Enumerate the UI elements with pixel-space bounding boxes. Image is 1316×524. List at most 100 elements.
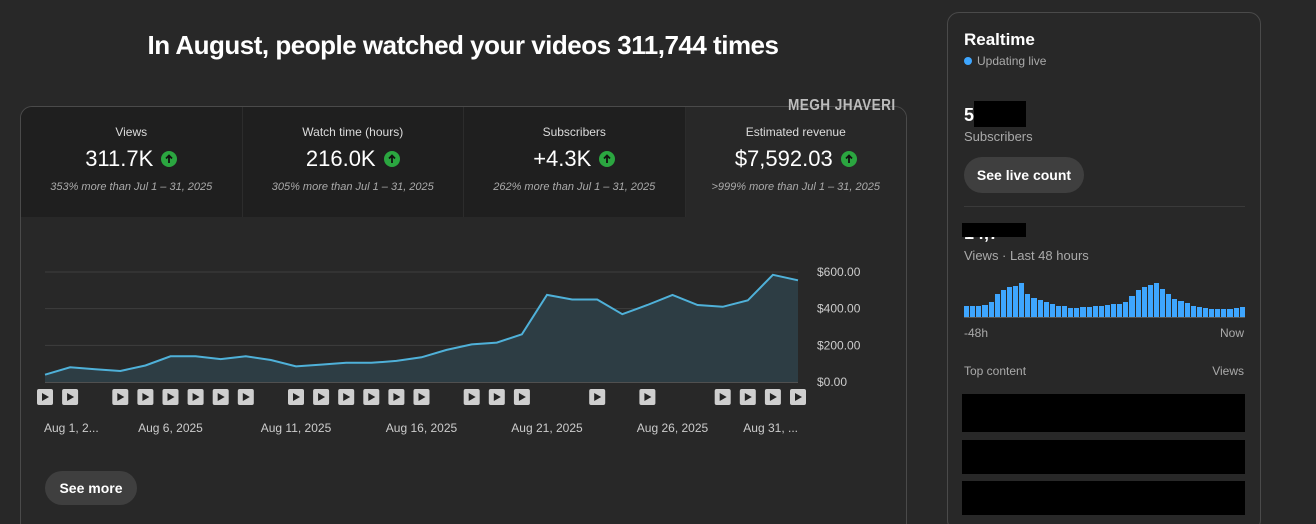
video-marker-icon[interactable] xyxy=(112,389,129,405)
top-content-views-label: Views xyxy=(1212,364,1244,378)
realtime-bar xyxy=(1160,288,1166,317)
metric-comparison: 262% more than Jul 1 – 31, 2025 xyxy=(493,181,656,193)
realtime-panel: Realtime Updating live 5 Subscribers See… xyxy=(947,12,1261,524)
realtime-bar xyxy=(970,305,976,317)
realtime-bar xyxy=(1123,301,1129,317)
live-status-text: Updating live xyxy=(977,54,1047,68)
realtime-bar xyxy=(1062,306,1068,317)
video-marker-icon[interactable] xyxy=(313,389,330,405)
trend-up-icon xyxy=(161,151,178,167)
realtime-bar xyxy=(1104,304,1110,317)
metric-value-row: +4.3K xyxy=(464,146,685,172)
metric-label: Views xyxy=(115,125,148,139)
realtime-bar xyxy=(994,294,1000,317)
video-marker-icon[interactable] xyxy=(589,389,606,405)
video-marker-icon[interactable] xyxy=(187,389,204,405)
metric-value: 311.7K xyxy=(85,146,154,171)
video-marker-icon[interactable] xyxy=(162,389,179,405)
metric-tab-watch-time[interactable]: Watch time (hours) 216.0K 305% more than… xyxy=(241,107,464,217)
page-headline: In August, people watched your videos 31… xyxy=(147,30,779,60)
x-tick-label: Aug 31, ... xyxy=(743,421,798,435)
video-marker-icon[interactable] xyxy=(237,389,254,405)
realtime-bar xyxy=(1000,289,1006,317)
realtime-bar xyxy=(976,305,982,317)
realtime-bar xyxy=(1129,296,1135,317)
realtime-bar xyxy=(1019,282,1025,317)
realtime-bar xyxy=(1025,294,1031,317)
realtime-bar xyxy=(1209,308,1215,317)
realtime-bar xyxy=(1013,285,1019,317)
video-marker-icon[interactable] xyxy=(463,389,480,405)
video-marker-icon[interactable] xyxy=(739,389,756,405)
realtime-bar xyxy=(1006,287,1012,317)
realtime-bar xyxy=(1117,303,1123,317)
realtime-bar xyxy=(1135,290,1141,317)
video-marker-icon[interactable] xyxy=(37,389,53,405)
y-tick-label: $0.00 xyxy=(817,375,847,389)
realtime-bar xyxy=(1031,298,1037,317)
top-content-label: Top content xyxy=(964,364,1027,378)
realtime-bar xyxy=(1074,307,1080,317)
metric-tab-views[interactable]: Views 311.7K 353% more than Jul 1 – 31, … xyxy=(21,107,242,217)
realtime-bar xyxy=(1202,307,1208,317)
video-marker-icon[interactable] xyxy=(413,389,430,405)
metric-value-row: 311.7K xyxy=(21,146,242,172)
y-tick-label: $200.00 xyxy=(817,338,861,352)
realtime-bar xyxy=(1196,307,1202,317)
metric-value: 216.0K xyxy=(305,146,376,171)
trend-up-icon xyxy=(840,151,857,167)
metric-tab-subscribers[interactable]: Subscribers +4.3K 262% more than Jul 1 –… xyxy=(463,107,685,217)
series-line xyxy=(44,273,799,376)
realtime-bar xyxy=(1111,303,1117,317)
y-tick-label: $600.00 xyxy=(817,265,861,279)
realtime-bar xyxy=(1049,303,1055,317)
overview-card: Views 311.7K 353% more than Jul 1 – 31, … xyxy=(20,106,907,524)
realtime-bar xyxy=(1086,307,1092,317)
metric-label: Subscribers xyxy=(542,125,606,139)
video-marker-icon[interactable] xyxy=(790,389,806,405)
axis-end-label: Now xyxy=(1219,326,1244,340)
realtime-bar xyxy=(1092,306,1098,317)
realtime-bar xyxy=(1068,307,1074,317)
redacted-content-row[interactable] xyxy=(962,394,1245,432)
realtime-bar xyxy=(1153,282,1159,317)
see-live-count-button[interactable]: See live count xyxy=(964,157,1084,193)
realtime-bar xyxy=(1141,286,1147,317)
x-tick-label: Aug 6, 2025 xyxy=(138,421,203,435)
video-marker-icon[interactable] xyxy=(137,389,154,405)
divider xyxy=(964,206,1245,207)
video-marker-icon[interactable] xyxy=(764,389,781,405)
video-marker-icon[interactable] xyxy=(639,389,656,405)
realtime-bar xyxy=(1147,284,1153,317)
metric-comparison: 353% more than Jul 1 – 31, 2025 xyxy=(50,181,213,193)
realtime-bar xyxy=(1178,301,1184,317)
video-marker-icon[interactable] xyxy=(62,389,79,405)
video-marker-icon[interactable] xyxy=(363,389,380,405)
redacted-content-row[interactable] xyxy=(962,481,1245,515)
live-status: Updating live xyxy=(964,54,1046,68)
see-more-button[interactable]: See more xyxy=(45,471,137,505)
x-tick-label: Aug 16, 2025 xyxy=(386,421,458,435)
axis-line xyxy=(964,317,1245,318)
video-marker-icon[interactable] xyxy=(388,389,405,405)
x-tick-label: Aug 1, 2... xyxy=(44,421,99,435)
video-marker-icon[interactable] xyxy=(513,389,530,405)
metric-tabs: Views 311.7K 353% more than Jul 1 – 31, … xyxy=(21,107,906,217)
metric-tab-revenue[interactable]: Estimated revenue $7,592.03 >999% more t… xyxy=(684,107,906,217)
metric-value-row: 216.0K xyxy=(243,146,464,172)
video-marker-icon[interactable] xyxy=(288,389,304,405)
metric-value: $7,592.03 xyxy=(734,146,833,171)
video-marker-icon[interactable] xyxy=(488,389,505,405)
redacted-content-row[interactable] xyxy=(962,440,1245,474)
redaction-bar xyxy=(974,101,1026,127)
video-marker-icon[interactable] xyxy=(714,389,731,405)
series-area xyxy=(45,274,798,382)
live-dot-icon xyxy=(964,57,972,65)
realtime-bar xyxy=(1166,294,1172,317)
video-marker-icon[interactable] xyxy=(212,389,229,405)
realtime-title: Realtime xyxy=(964,30,1035,49)
metric-label: Watch time (hours) xyxy=(302,125,404,139)
metric-value: +4.3K xyxy=(533,146,592,171)
video-marker-icon[interactable] xyxy=(338,389,355,405)
